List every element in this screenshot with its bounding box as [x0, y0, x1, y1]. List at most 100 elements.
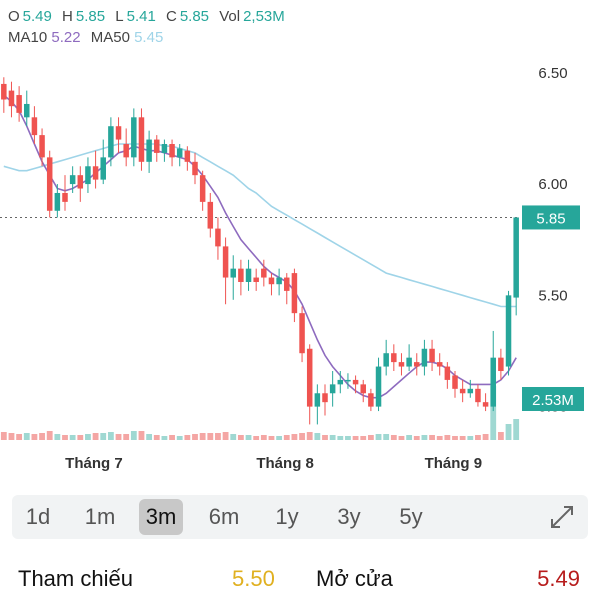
- period-1m[interactable]: 1m: [84, 504, 116, 529]
- candle-body: [24, 103, 30, 118]
- volume-bar: [100, 433, 107, 440]
- open-key: O: [8, 8, 20, 25]
- volume-bar: [459, 436, 466, 440]
- volume-bar: [107, 432, 114, 440]
- volume-bar: [176, 436, 183, 440]
- candle-body: [498, 357, 504, 372]
- volume-bar: [69, 435, 76, 440]
- volume-bar: [490, 386, 497, 440]
- volume-bar: [123, 434, 130, 440]
- candle-body: [467, 388, 474, 394]
- volume-bar: [352, 436, 359, 440]
- volume-bar: [360, 436, 367, 440]
- candle-body: [46, 157, 53, 211]
- candle-body: [391, 353, 397, 363]
- volume-bar: [306, 432, 313, 440]
- volume-bar: [77, 435, 84, 440]
- period-3y[interactable]: 3y: [337, 504, 361, 529]
- ma10-value: 5.22: [51, 29, 81, 46]
- volume-bar: [390, 435, 397, 440]
- candle-body: [436, 362, 443, 367]
- candle-body: [375, 366, 382, 407]
- candle-body: [77, 175, 84, 189]
- candle-body: [85, 166, 91, 185]
- volume-bar: [513, 419, 520, 440]
- y-tick-label: 5.50: [538, 287, 567, 304]
- volume-bar: [429, 435, 435, 440]
- volume-bar: [215, 433, 221, 440]
- candle-body: [245, 268, 252, 282]
- period-1d[interactable]: 1d: [25, 504, 51, 529]
- volume-bar: [184, 435, 191, 440]
- volume-value: 2,53M: [243, 8, 285, 25]
- candle-body: [360, 384, 366, 394]
- volume-bar: [161, 436, 168, 440]
- volume-bar: [153, 435, 160, 440]
- x-tick-label: Tháng 7: [65, 455, 123, 472]
- volume-bar: [169, 435, 175, 440]
- candle-body: [62, 192, 68, 202]
- open-value: 5.49: [22, 8, 52, 25]
- open-label: Mở cửa: [316, 566, 393, 591]
- volume-bar: [345, 436, 351, 440]
- candle-body: [238, 268, 244, 282]
- volume-bar: [192, 434, 198, 440]
- candle-body: [154, 139, 160, 153]
- volume-bar: [130, 431, 137, 440]
- volume-bar: [436, 436, 443, 440]
- volume-bar: [23, 433, 30, 440]
- volume-bar: [314, 433, 321, 440]
- candle-body: [161, 144, 168, 153]
- period-5y[interactable]: 5y: [399, 504, 423, 529]
- candle-body: [345, 379, 351, 382]
- candle-body: [123, 144, 129, 158]
- volume-badge-label: 2.53M: [532, 392, 574, 409]
- candle-body: [291, 273, 298, 314]
- candle-body: [383, 353, 389, 367]
- volume-bar: [46, 431, 53, 440]
- candle-body: [207, 201, 214, 229]
- volume-bar: [245, 435, 252, 440]
- expand-icon[interactable]: [548, 503, 576, 531]
- period-6m[interactable]: 6m: [208, 504, 240, 529]
- volume-bar: [222, 432, 229, 440]
- last-price-label: 5.85: [536, 210, 565, 227]
- candle-body: [322, 393, 328, 403]
- candle-body: [192, 161, 198, 176]
- volume-bar: [92, 433, 99, 440]
- period-selector: 1d 1m 3m 6m 1y 3y 5y: [12, 495, 588, 539]
- ma50-line: [3, 143, 517, 308]
- volume-bar: [31, 434, 38, 440]
- candle-body: [421, 348, 428, 367]
- candle-body: [146, 139, 152, 162]
- volume-bar: [230, 434, 237, 440]
- volume-bar: [283, 435, 290, 440]
- candle-body: [222, 246, 229, 278]
- volume-bar: [146, 434, 153, 440]
- candle-body: [299, 313, 305, 354]
- candle-body: [184, 150, 191, 162]
- period-1y[interactable]: 1y: [275, 504, 299, 529]
- period-3m[interactable]: 3m: [139, 499, 183, 535]
- candle-body: [475, 388, 481, 403]
- volume-bar: [421, 435, 428, 440]
- high-key: H: [62, 8, 73, 25]
- reference-value: 5.50: [232, 566, 275, 591]
- volume-bar: [367, 435, 374, 440]
- volume-bar: [207, 433, 214, 440]
- volume-bar: [260, 435, 267, 440]
- volume-bar: [39, 433, 45, 440]
- candle-body: [92, 166, 99, 180]
- volume-bar: [276, 436, 283, 440]
- volume-bar: [383, 434, 390, 440]
- volume-bar: [505, 424, 512, 440]
- candle-body: [444, 366, 451, 380]
- candle-body: [230, 268, 236, 278]
- candle-body: [268, 277, 275, 285]
- volume-bar: [16, 434, 23, 440]
- volume-bar: [237, 435, 244, 440]
- candle-body: [276, 277, 282, 285]
- volume-bar: [398, 436, 405, 440]
- candle-body: [306, 348, 313, 407]
